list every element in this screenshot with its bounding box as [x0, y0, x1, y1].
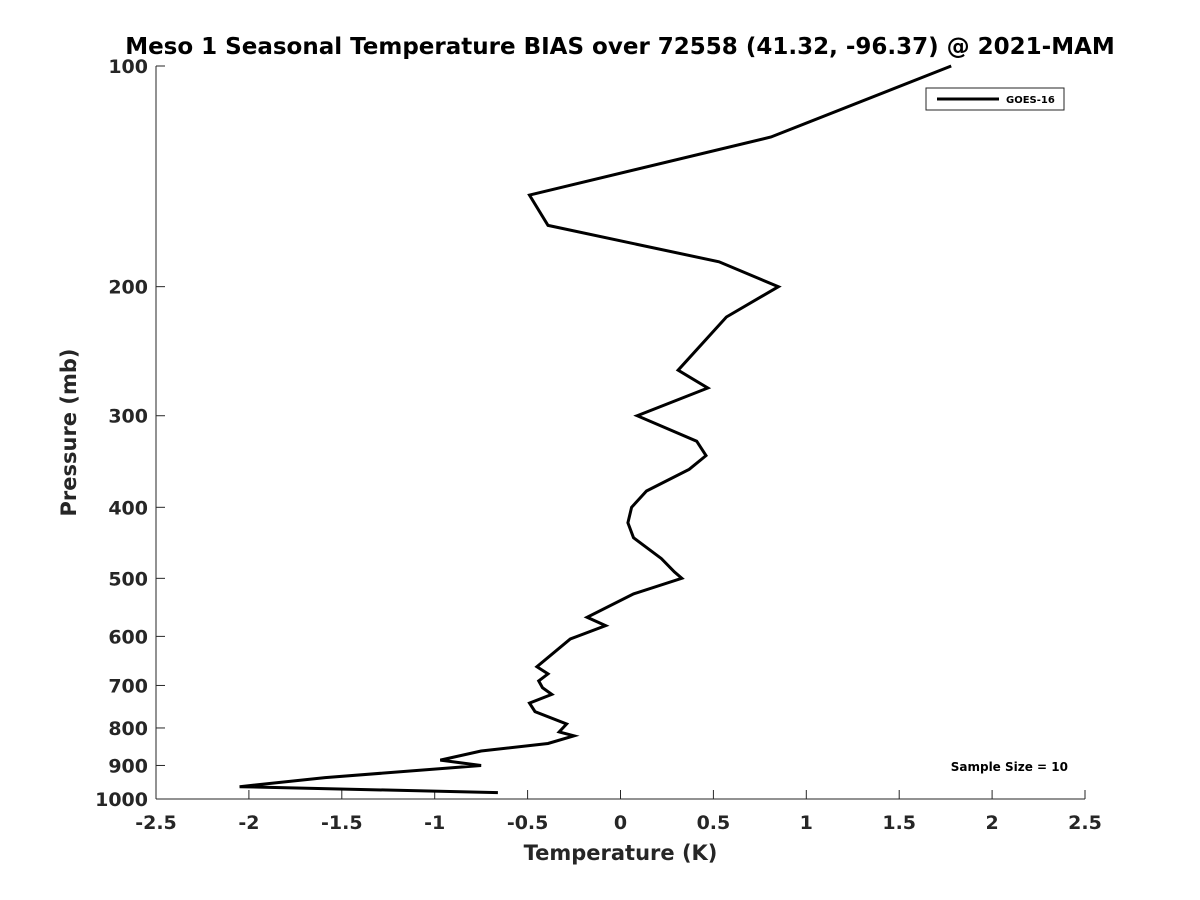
series-group: [239, 64, 952, 795]
x-tick-label: 2: [985, 812, 998, 834]
x-tick-label: 0: [614, 812, 627, 834]
x-tick-label: -2.5: [135, 812, 177, 834]
x-tick-label: -1: [424, 812, 445, 834]
x-tick-label: 1.5: [882, 812, 916, 834]
x-tick-label: -0.5: [507, 812, 549, 834]
plot-axes: [155, 66, 1085, 800]
series-line-goes-16: [239, 64, 952, 795]
x-tick-label: -2: [238, 812, 259, 834]
x-axis-label: Temperature (K): [524, 841, 718, 865]
y-axis-label: Pressure (mb): [57, 349, 81, 517]
y-tick-label: 500: [108, 568, 148, 590]
y-tick-label: 800: [108, 718, 148, 740]
legend: GOES-16: [925, 87, 1065, 111]
y-tick-label: 400: [108, 497, 148, 519]
x-tick-label: 1: [800, 812, 813, 834]
chart-title: Meso 1 Seasonal Temperature BIAS over 72…: [125, 34, 1115, 60]
y-tick-label: 100: [108, 56, 148, 78]
y-axis-ticks: 100 200 300 400 500 600 700 800 900 1000: [95, 56, 165, 811]
y-tick-label: 200: [108, 277, 148, 299]
x-tick-label: 0.5: [697, 812, 731, 834]
y-tick-label: 700: [108, 675, 148, 697]
x-tick-label: 2.5: [1068, 812, 1102, 834]
y-tick-label: 300: [108, 406, 148, 428]
y-tick-label: 600: [108, 626, 148, 648]
legend-label: GOES-16: [1006, 95, 1055, 106]
x-axis-ticks: -2.5 -2 -1.5 -1 -0.5 0 0.5 1 1.5 2 2.5: [135, 790, 1102, 834]
x-tick-label: -1.5: [321, 812, 363, 834]
y-tick-label: 1000: [95, 789, 148, 811]
y-tick-label: 900: [108, 755, 148, 777]
sample-size-annotation: Sample Size = 10: [951, 760, 1068, 774]
